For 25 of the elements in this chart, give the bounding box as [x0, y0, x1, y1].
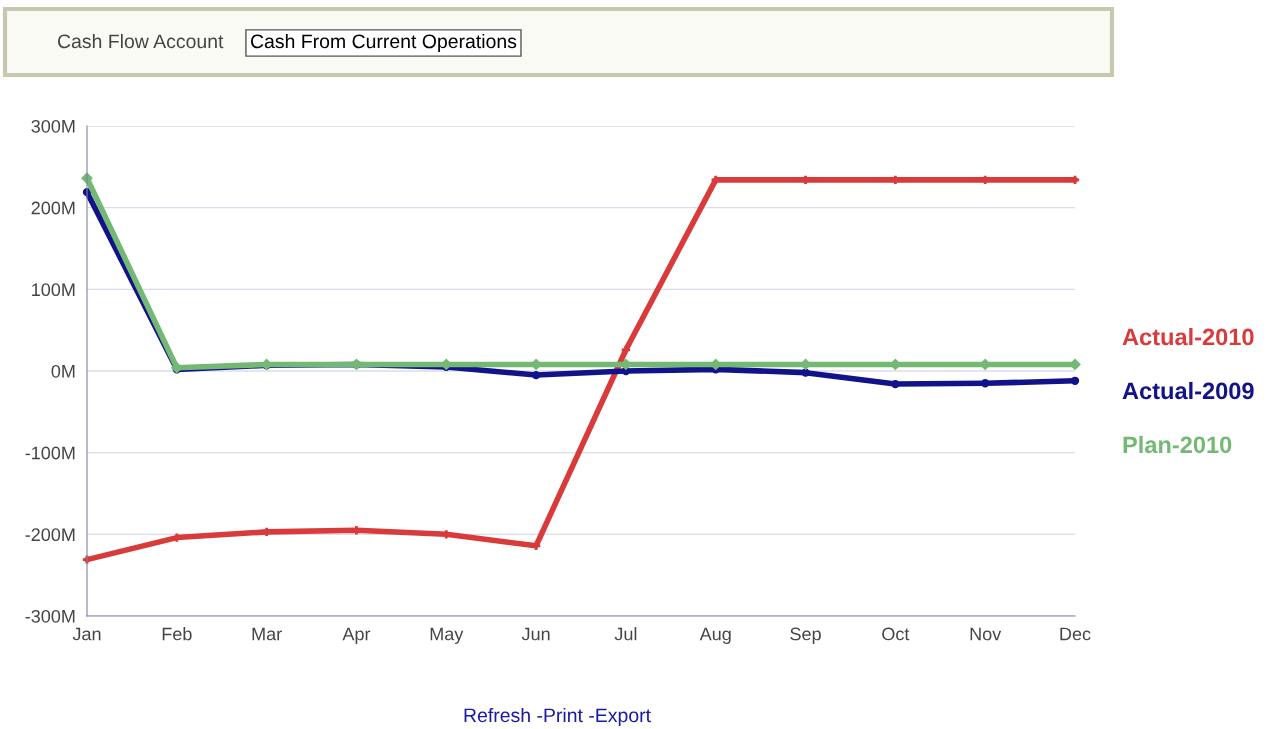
- x-tick-label: Feb: [162, 627, 192, 641]
- text: Refresh -Print -Export: [464, 707, 651, 727]
- x-tick-label: Nov: [970, 627, 1002, 641]
- x-tick-label: Apr: [342, 627, 371, 644]
- y-tick-label: 0M: [51, 364, 75, 378]
- x-tick-label: May: [430, 627, 464, 644]
- y-tick-label: -200M: [25, 528, 75, 542]
- x-tick-label: Jan: [72, 627, 101, 641]
- y-tick-label: -300M: [25, 609, 75, 623]
- text: Actual-2010: [1122, 327, 1254, 346]
- series-label: Actual-2009: [1122, 381, 1254, 400]
- y-tick-label: -100M: [25, 446, 75, 460]
- text: Cash From Current Operations: [250, 33, 517, 53]
- x-tick-label: Aug: [699, 627, 731, 644]
- x-tick-label: Dec: [1060, 627, 1091, 641]
- y-tick-label: 100M: [32, 283, 75, 297]
- x-tick-label: Mar: [252, 627, 282, 641]
- text: Plan-2010: [1123, 435, 1232, 454]
- y-tick-label: 300M: [31, 119, 75, 133]
- x-tick-label: Jul: [614, 627, 637, 641]
- y-tick-label: 200M: [31, 201, 75, 215]
- x-tick-label: Jun: [521, 627, 550, 641]
- x-tick-label: Oct: [882, 627, 910, 641]
- x-tick-label: Sep: [790, 627, 821, 644]
- text: Cash Flow Account: [57, 33, 224, 49]
